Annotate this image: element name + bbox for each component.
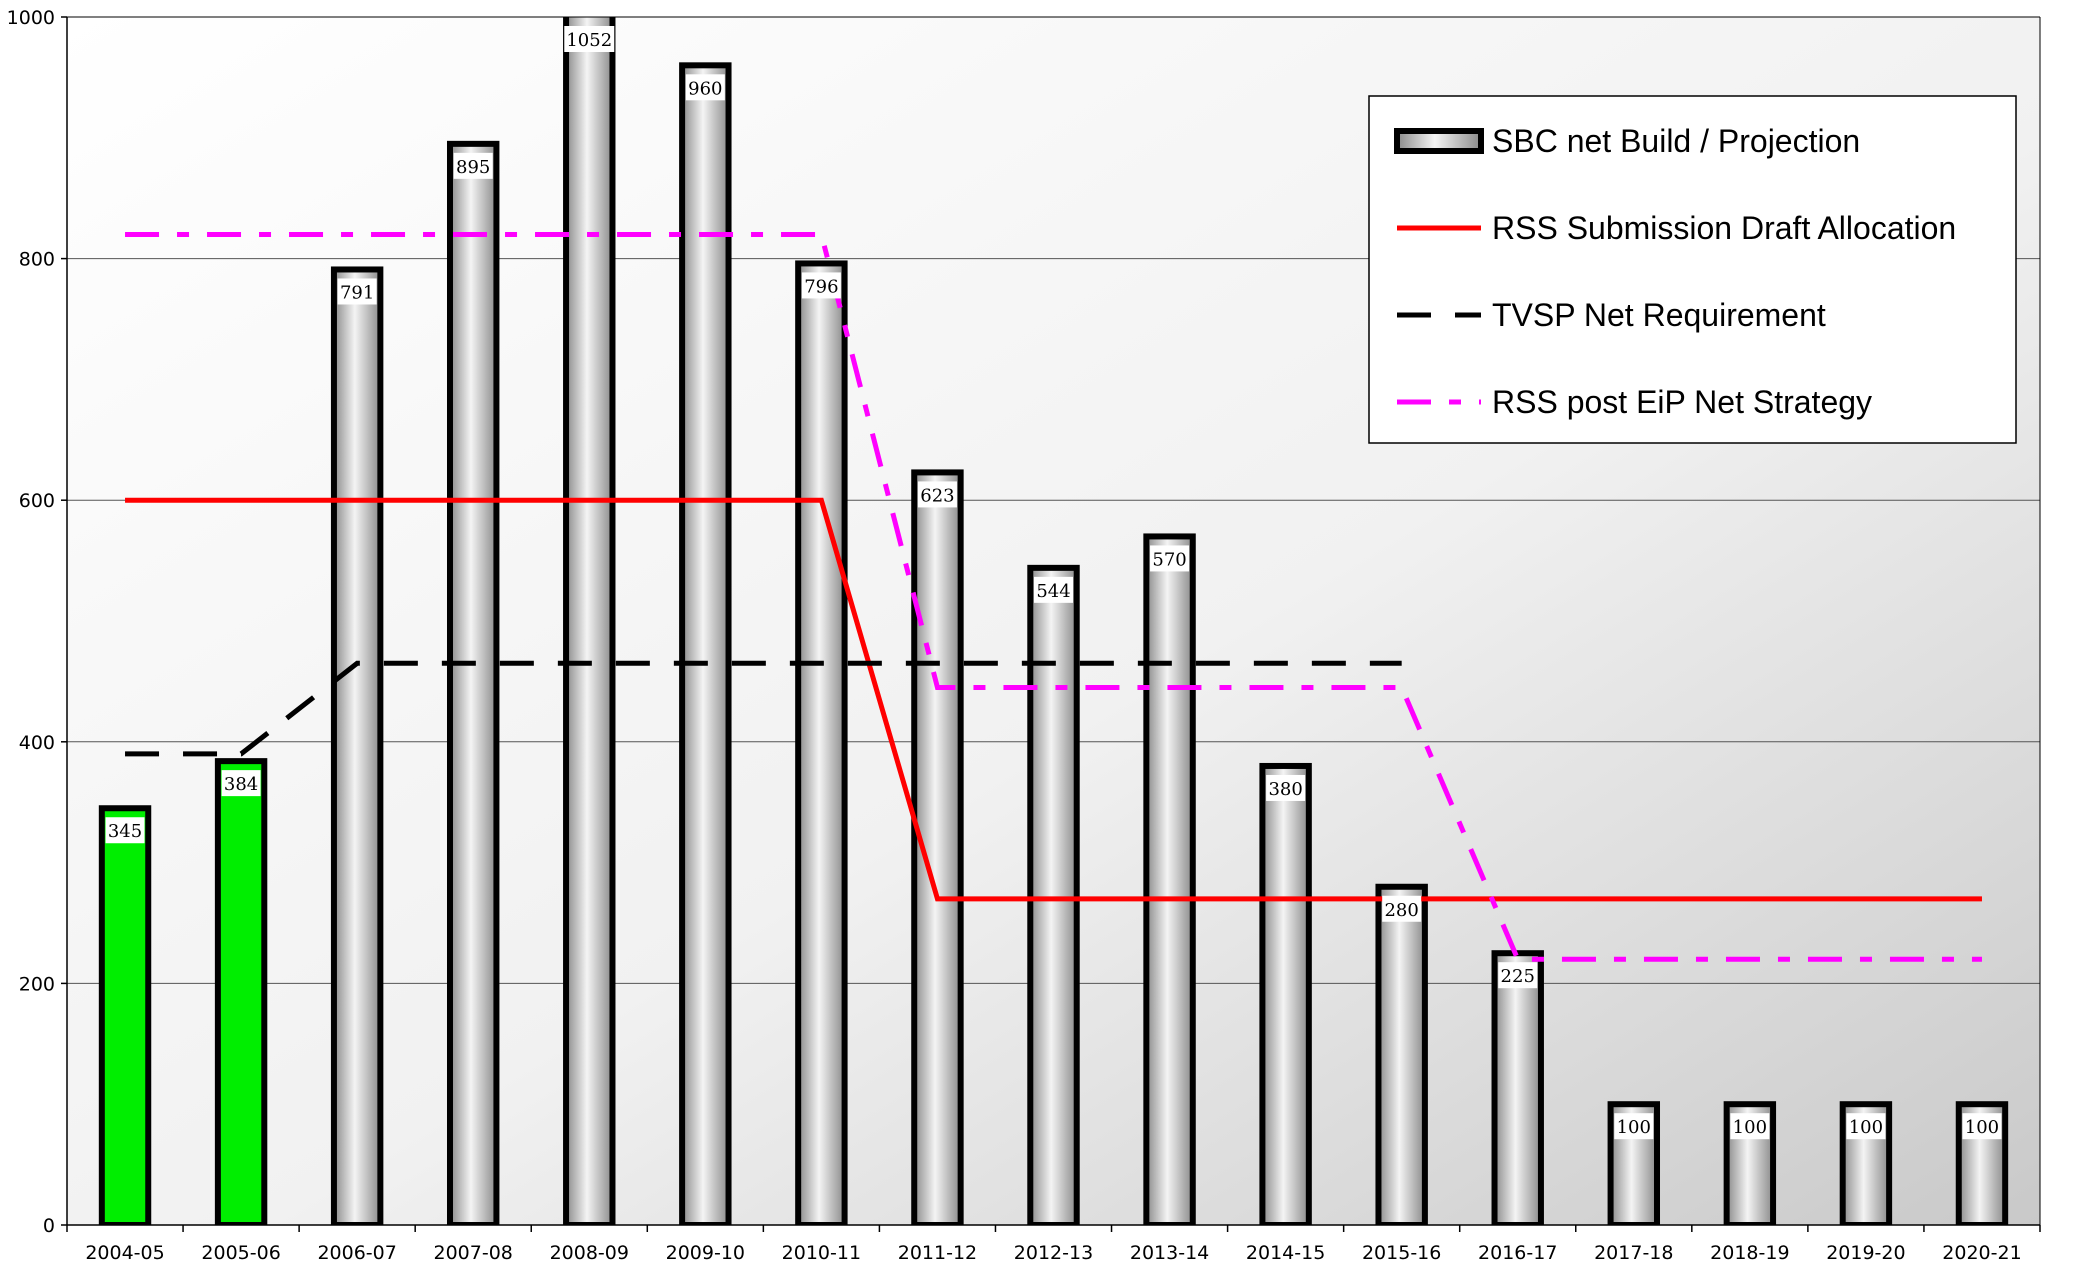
bar-2007-08[interactable] bbox=[446, 140, 500, 1225]
bar-2006-07[interactable] bbox=[330, 266, 384, 1225]
bar-2011-12[interactable] bbox=[911, 469, 964, 1225]
bar-2009-10[interactable] bbox=[679, 62, 732, 1225]
bar-2010-11[interactable] bbox=[795, 260, 848, 1225]
data-label: 100 bbox=[1965, 1117, 1999, 1138]
bar-2008-09[interactable] bbox=[563, 0, 616, 1225]
data-label-bg bbox=[1150, 545, 1190, 572]
series-line-rss-submission-draft-allocation[interactable] bbox=[125, 497, 1982, 902]
data-label: 225 bbox=[1501, 966, 1535, 987]
y-tick-label: 400 bbox=[19, 732, 55, 754]
bar-2016-17[interactable] bbox=[1491, 950, 1544, 1225]
y-tick-label: 1000 bbox=[7, 7, 55, 29]
data-label-bg bbox=[1614, 1113, 1654, 1140]
series-line-tvsp-net-requirement[interactable] bbox=[125, 660, 1402, 757]
x-tick-label: 2011-12 bbox=[898, 1242, 977, 1264]
data-label-bg bbox=[1730, 1113, 1770, 1140]
data-label: 1052 bbox=[566, 30, 612, 51]
x-tick-label: 2016-17 bbox=[1478, 1242, 1557, 1264]
x-tick-label: 2014-15 bbox=[1246, 1242, 1325, 1264]
data-label: 796 bbox=[804, 276, 838, 297]
data-label: 623 bbox=[920, 485, 954, 506]
data-label: 345 bbox=[108, 821, 142, 842]
data-label-bg bbox=[1266, 774, 1306, 801]
bar-2014-15[interactable] bbox=[1259, 762, 1312, 1225]
data-label-bg bbox=[1962, 1113, 2002, 1140]
x-tick-label: 2007-08 bbox=[434, 1242, 513, 1264]
bar-2005-06[interactable] bbox=[214, 758, 268, 1225]
data-label-bg bbox=[337, 278, 377, 305]
data-label-bg bbox=[1382, 895, 1422, 922]
y-tick-label: 600 bbox=[19, 490, 55, 512]
data-label: 384 bbox=[224, 774, 258, 795]
x-tick-label: 2006-07 bbox=[317, 1242, 396, 1264]
data-label: 960 bbox=[688, 78, 722, 99]
x-tick-label: 2018-19 bbox=[1710, 1242, 1789, 1264]
data-label-bg bbox=[453, 152, 493, 179]
data-label-bg bbox=[685, 74, 725, 101]
data-label-bg bbox=[221, 770, 261, 797]
data-label: 280 bbox=[1384, 900, 1418, 921]
legend-label: RSS post EiP Net Strategy bbox=[1492, 384, 1872, 420]
legend-swatch-bar bbox=[1394, 128, 1484, 154]
data-label-bg bbox=[801, 272, 841, 299]
x-tick-label: 2015-16 bbox=[1362, 1242, 1441, 1264]
y-tick-label: 800 bbox=[19, 249, 55, 271]
x-tick-label: 2012-13 bbox=[1014, 1242, 1093, 1264]
bar-2015-16[interactable] bbox=[1375, 883, 1428, 1225]
x-tick-label: 2004-05 bbox=[85, 1242, 164, 1264]
data-label: 380 bbox=[1268, 779, 1302, 800]
bars-layer bbox=[98, 0, 2009, 1225]
x-tick-label: 2020-21 bbox=[1942, 1242, 2021, 1264]
y-tick-label: 200 bbox=[19, 973, 55, 995]
data-label-bg bbox=[1034, 576, 1073, 603]
data-label: 791 bbox=[340, 282, 374, 303]
legend-label: TVSP Net Requirement bbox=[1492, 297, 1826, 333]
x-tick-label: 2013-14 bbox=[1130, 1242, 1209, 1264]
data-label: 100 bbox=[1733, 1117, 1767, 1138]
data-label-bg bbox=[1498, 962, 1538, 989]
x-tick-label: 2009-10 bbox=[666, 1242, 745, 1264]
x-tick-label: 2010-11 bbox=[782, 1242, 861, 1264]
data-label-bg bbox=[917, 481, 957, 508]
data-label-bg bbox=[105, 817, 145, 844]
data-label: 570 bbox=[1152, 549, 1186, 570]
legend-label: SBC net Build / Projection bbox=[1492, 123, 1860, 159]
x-tick-label: 2019-20 bbox=[1826, 1242, 1905, 1264]
data-label: 100 bbox=[1849, 1117, 1883, 1138]
x-tick-label: 2005-06 bbox=[201, 1242, 280, 1264]
data-label: 544 bbox=[1036, 581, 1070, 602]
data-label-bg bbox=[1846, 1113, 1886, 1140]
x-tick-label: 2017-18 bbox=[1594, 1242, 1673, 1264]
bar-2013-14[interactable] bbox=[1143, 533, 1196, 1225]
x-tick-label: 2008-09 bbox=[550, 1242, 629, 1264]
bar-2004-05[interactable] bbox=[98, 805, 152, 1225]
data-label: 895 bbox=[456, 157, 490, 178]
data-label-bg bbox=[564, 26, 615, 52]
legend-label: RSS Submission Draft Allocation bbox=[1492, 210, 1956, 246]
y-tick-label: 0 bbox=[43, 1215, 55, 1237]
data-label: 100 bbox=[1617, 1117, 1651, 1138]
series-line-rss-post-eip-net-strategy[interactable] bbox=[125, 231, 1982, 962]
